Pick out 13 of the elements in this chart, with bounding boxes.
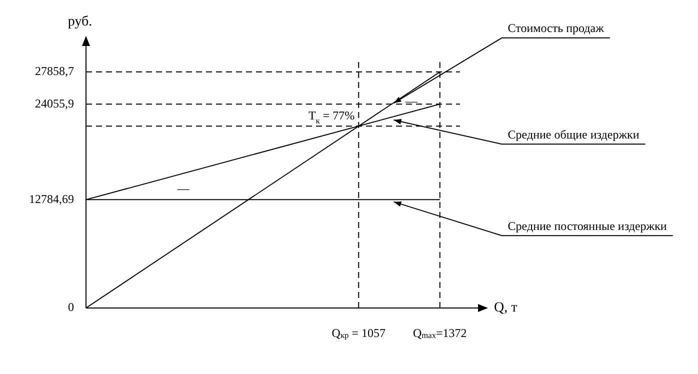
text: Средние постоянные издержки [508, 218, 668, 233]
text: Средние общие издержки [508, 127, 640, 142]
annotation: — [404, 94, 418, 108]
y-tick-label: 27858,7 [35, 64, 74, 78]
annotation: — [176, 182, 190, 196]
x-axis-title: Q, т [494, 300, 518, 316]
x-tick-label: Qкр = 1057 [332, 326, 386, 340]
y-tick-label: 12784,69 [29, 192, 74, 206]
y-tick-label: 0 [68, 300, 74, 314]
text: Стоимость продаж [508, 21, 605, 36]
x-tick-label: Qmax=1372 [412, 326, 467, 340]
y-axis-title: руб. [68, 14, 92, 30]
y-tick-label: 24055,9 [35, 96, 74, 110]
